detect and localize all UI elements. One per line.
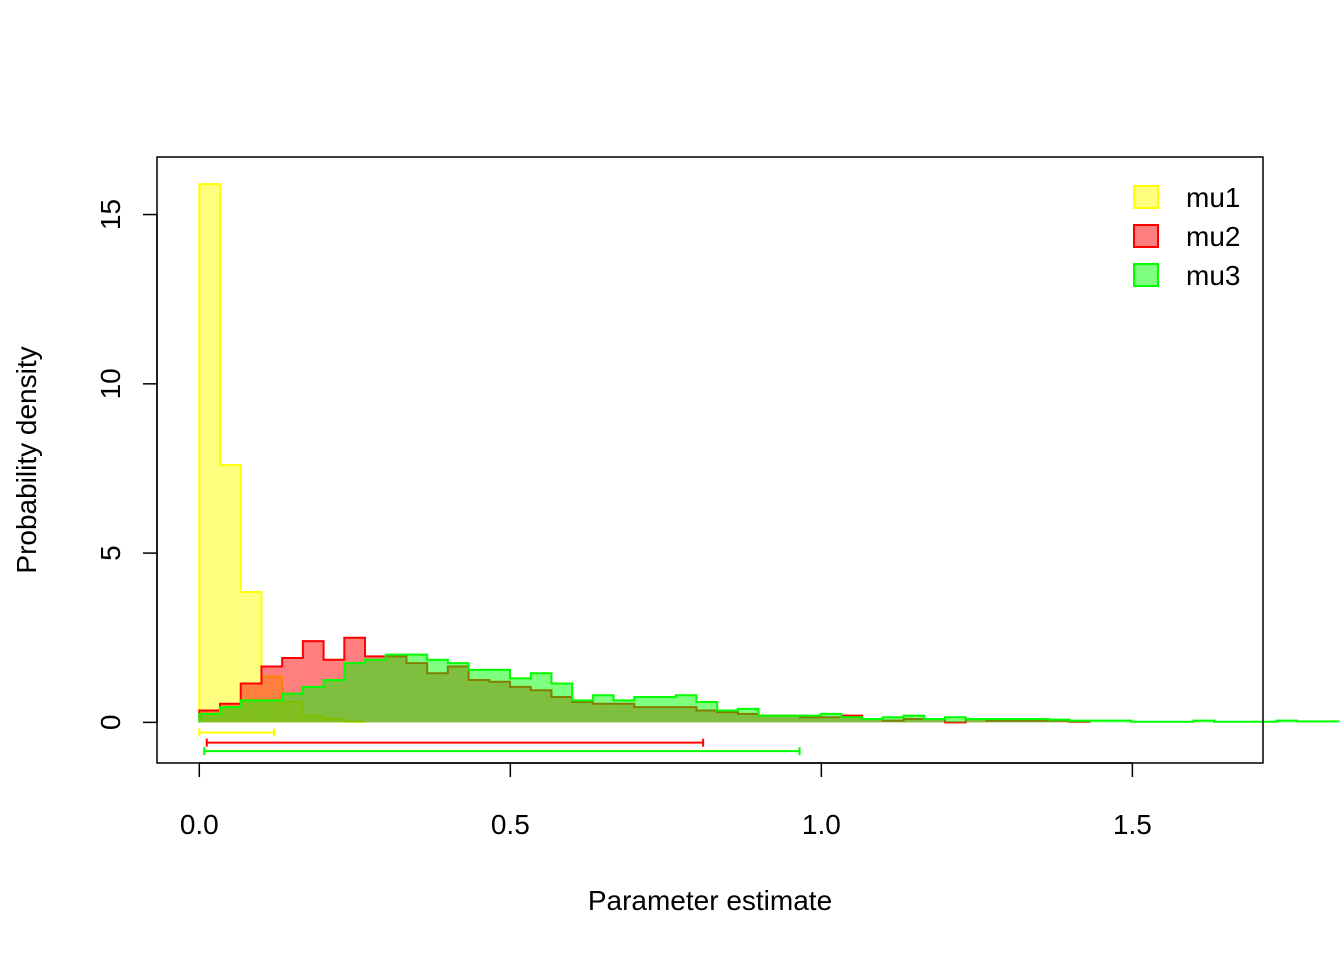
mu3-bar xyxy=(945,717,966,723)
mu3-bar xyxy=(965,718,987,723)
y-tick-label: 10 xyxy=(95,368,126,399)
mu1-interval xyxy=(198,728,275,737)
mu3-interval xyxy=(203,747,801,756)
mu3-bar xyxy=(530,673,552,723)
x-tick-label: 1.5 xyxy=(1113,809,1152,840)
mu3-bar xyxy=(592,695,614,723)
mu3-bar xyxy=(737,708,759,723)
mu3-bar xyxy=(344,663,366,723)
mu3-bar xyxy=(1007,718,1028,723)
mu3-bar xyxy=(862,718,883,723)
mu3-bar xyxy=(924,718,946,723)
mu3-bar xyxy=(655,696,676,723)
mu3-histogram xyxy=(198,653,1340,723)
legend-label: mu2 xyxy=(1186,221,1240,252)
mu3-bar xyxy=(447,663,469,723)
legend-item-mu3: mu3 xyxy=(1133,260,1240,291)
x-tick-label: 1.0 xyxy=(802,809,841,840)
x-tick-label: 0.0 xyxy=(180,809,219,840)
legend-swatch xyxy=(1133,263,1159,287)
y-axis: 0 5 10 15 xyxy=(95,199,158,731)
mu3-bar xyxy=(468,669,490,723)
mu3-bar xyxy=(551,683,573,723)
mu3-bar xyxy=(820,713,842,723)
interval-bars xyxy=(198,728,801,756)
mu1-bar xyxy=(199,184,221,723)
mu3-bar xyxy=(882,717,904,723)
mu3-bar xyxy=(800,715,821,723)
x-tick-label: 0.5 xyxy=(491,809,530,840)
mu3-bar xyxy=(385,654,407,723)
mu3-bar xyxy=(675,695,697,723)
mu3-bar xyxy=(199,713,221,723)
mu3-bar xyxy=(696,702,718,723)
legend-label: mu1 xyxy=(1186,182,1240,213)
mu3-bar xyxy=(1027,718,1049,723)
mu3-outline xyxy=(198,653,1340,723)
mu3-bar xyxy=(406,654,428,723)
mu3-bar xyxy=(717,710,738,723)
mu3-bar xyxy=(489,669,511,723)
legend-swatch xyxy=(1133,224,1159,248)
legend-item-mu1: mu1 xyxy=(1133,182,1240,213)
mu3-bar xyxy=(613,700,635,723)
mu3-bar xyxy=(634,696,656,723)
y-tick-label: 0 xyxy=(95,715,126,731)
mu3-bar xyxy=(261,700,283,723)
x-axis-label: Parameter estimate xyxy=(588,885,832,916)
legend-item-mu2: mu2 xyxy=(1133,221,1240,252)
x-axis: 0.0 0.5 1.0 1.5 xyxy=(180,762,1152,840)
legend-label: mu3 xyxy=(1186,260,1240,291)
mu1-bar xyxy=(220,465,241,723)
mu3-bar xyxy=(302,686,324,723)
legend-swatch xyxy=(1133,185,1159,209)
mu3-bar xyxy=(323,680,345,723)
mu3-bar xyxy=(365,659,386,723)
mu3-bar xyxy=(779,715,801,723)
mu2-interval xyxy=(205,738,705,747)
mu3-bar xyxy=(282,693,303,723)
y-tick-label: 5 xyxy=(95,545,126,561)
mu3-bar xyxy=(841,717,863,723)
y-axis-label: Probability density xyxy=(11,346,42,573)
mu3-bar xyxy=(986,718,1008,723)
histogram-bars xyxy=(198,183,1340,724)
mu3-bar xyxy=(427,659,448,723)
mu3-bar xyxy=(903,715,925,723)
y-tick-label: 15 xyxy=(95,199,126,230)
mu3-bar xyxy=(572,700,593,723)
mu3-bar xyxy=(220,707,241,723)
mu3-bar xyxy=(758,715,780,723)
mu3-bar xyxy=(510,678,531,723)
mu3-bar xyxy=(1048,719,1070,723)
mu3-bar xyxy=(240,700,262,723)
legend: mu1 mu2 mu3 xyxy=(1133,182,1240,291)
